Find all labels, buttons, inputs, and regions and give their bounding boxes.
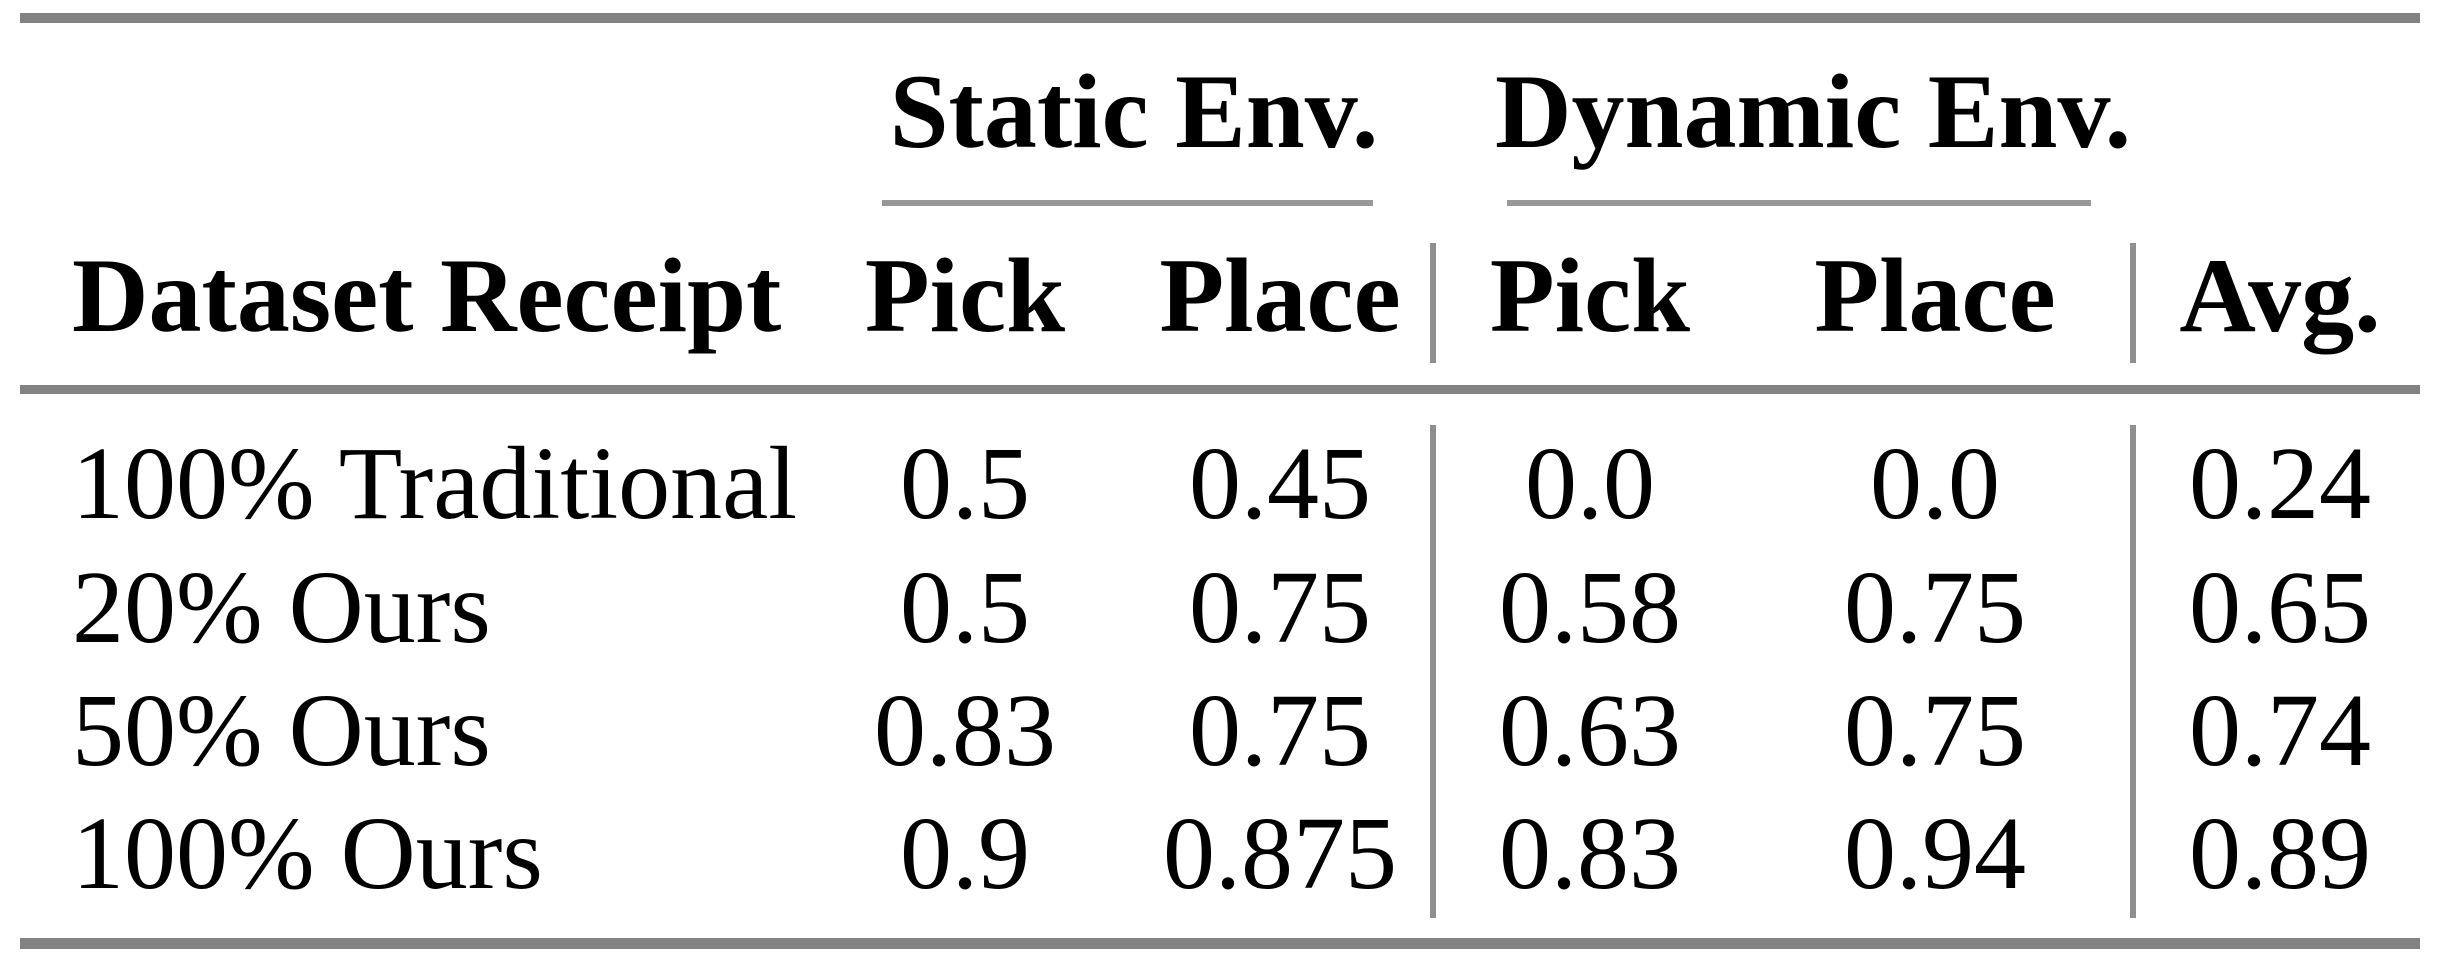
- column-header-avg: Avg.: [2179, 237, 2381, 354]
- cell-avg: 0.74: [2189, 673, 2371, 788]
- cell-avg: 0.89: [2189, 796, 2371, 911]
- bottom-rule: [20, 938, 2420, 949]
- cell-avg: 0.24: [2189, 426, 2371, 541]
- cell-static-pick: 0.83: [874, 673, 1056, 788]
- cell-dynamic-pick: 0.0: [1525, 426, 1655, 541]
- cell-static-place: 0.875: [1163, 796, 1397, 911]
- cell-dataset: 100% Traditional: [72, 426, 798, 541]
- cell-dynamic-pick: 0.58: [1499, 550, 1681, 665]
- vertical-rule-body-right: [2130, 425, 2136, 918]
- cell-static-place: 0.75: [1189, 550, 1371, 665]
- cell-static-place: 0.45: [1189, 426, 1371, 541]
- cell-dataset: 100% Ours: [72, 796, 543, 911]
- group-header-static-env: Static Env.: [889, 53, 1379, 170]
- cell-dynamic-place: 0.75: [1844, 550, 2026, 665]
- column-header-dataset-receipt: Dataset Receipt: [72, 237, 782, 354]
- cell-dataset: 50% Ours: [72, 673, 491, 788]
- group-header-dynamic-env: Dynamic Env.: [1495, 53, 2132, 170]
- top-rule: [20, 13, 2420, 23]
- cell-dynamic-pick: 0.83: [1499, 796, 1681, 911]
- dynamic-env-underline-rule: [1507, 200, 2091, 206]
- column-header-dynamic-place: Place: [1814, 237, 2056, 354]
- column-header-static-pick: Pick: [864, 237, 1066, 354]
- column-header-static-place: Place: [1159, 237, 1401, 354]
- cell-dynamic-place: 0.94: [1844, 796, 2026, 911]
- cell-avg: 0.65: [2189, 550, 2371, 665]
- cell-static-pick: 0.5: [900, 550, 1030, 665]
- static-env-underline-rule: [882, 200, 1373, 206]
- cell-dynamic-place: 0.75: [1844, 673, 2026, 788]
- header-separator-rule: [20, 385, 2420, 394]
- cell-dynamic-place: 0.0: [1870, 426, 2000, 541]
- column-header-dynamic-pick: Pick: [1489, 237, 1691, 354]
- cell-static-pick: 0.9: [900, 796, 1030, 911]
- vertical-rule-body-left: [1430, 425, 1436, 918]
- vertical-rule-header-left: [1430, 243, 1436, 363]
- cell-static-place: 0.75: [1189, 673, 1371, 788]
- cell-static-pick: 0.5: [900, 426, 1030, 541]
- vertical-rule-header-right: [2130, 243, 2136, 363]
- cell-dynamic-pick: 0.63: [1499, 673, 1681, 788]
- cell-dataset: 20% Ours: [72, 550, 491, 665]
